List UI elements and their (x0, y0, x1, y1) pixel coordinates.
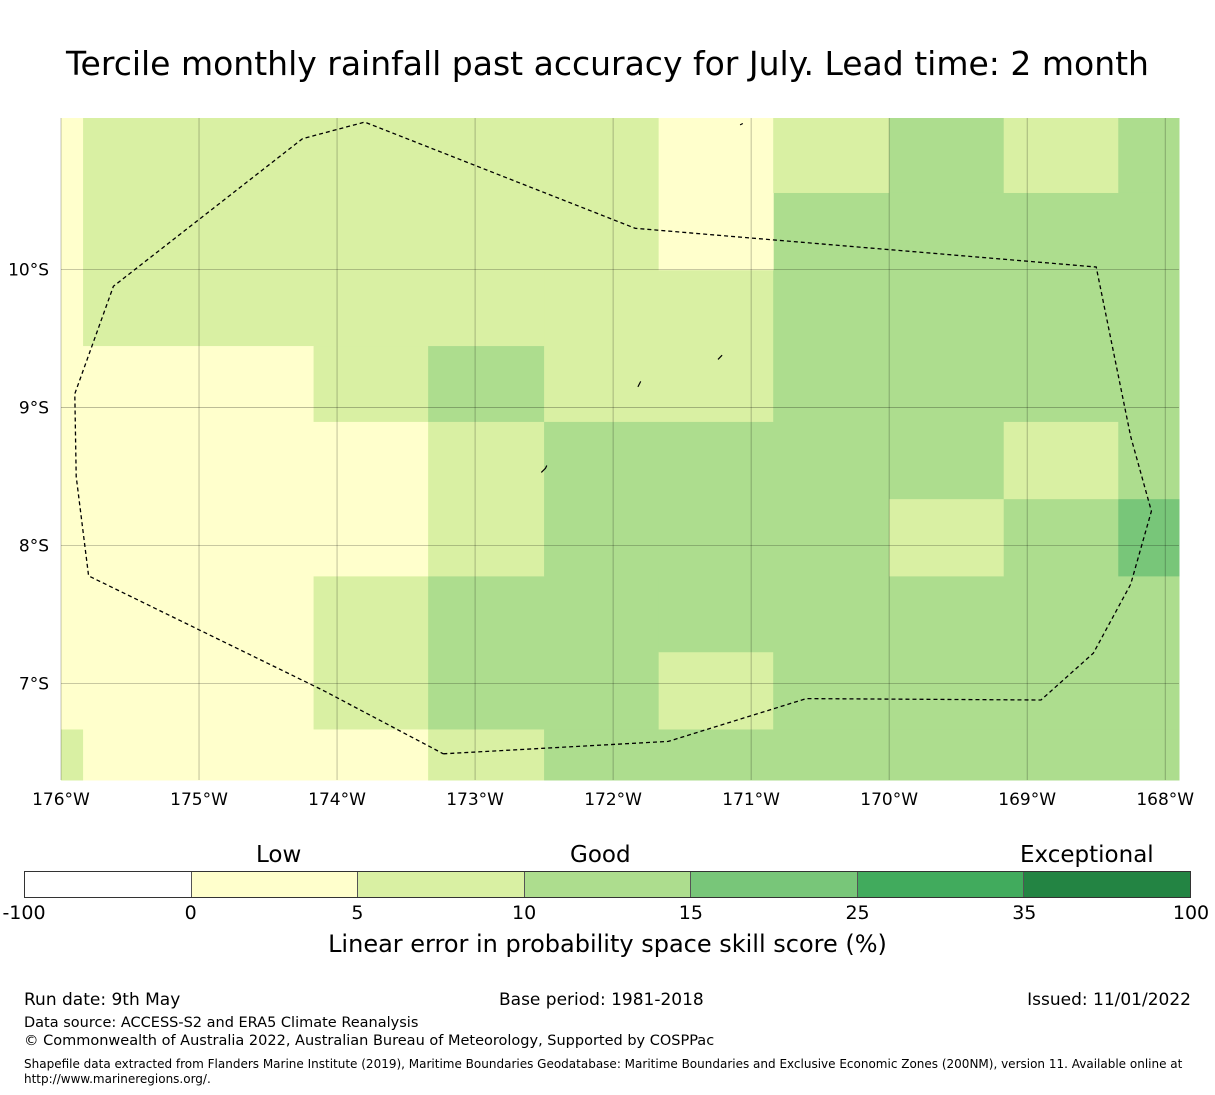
island-outline (739, 122, 744, 126)
grid-cell (773, 118, 890, 193)
grid-cell (61, 118, 84, 347)
latitude-tick-label: 8°S (19, 537, 49, 557)
grid-cell (428, 421, 545, 577)
legend-exceptional-label: Exceptional (1020, 842, 1154, 868)
colorbar-segment (857, 872, 1025, 897)
longitude-tick-label: 176°W (32, 790, 90, 810)
eez-boundary-line (74, 121, 1153, 755)
grid-cell (428, 345, 545, 422)
skill-grid-cells (61, 118, 1180, 781)
legend-low-label: Low (256, 842, 302, 868)
grid-cell (658, 651, 774, 730)
colorbar-segment (691, 872, 858, 897)
grid-cell (83, 728, 429, 781)
grid-cell (83, 118, 545, 347)
colorbar-tick-label: 15 (678, 902, 703, 924)
grid-cell (544, 118, 660, 271)
grid-cell (658, 118, 774, 271)
longitude-tick-label: 170°W (860, 790, 918, 810)
grid-cell (61, 575, 315, 730)
legend-good-label: Good (570, 842, 631, 868)
colorbar-segment (524, 872, 692, 897)
grid-cell (1003, 421, 1119, 500)
issued-date: Issued: 11/01/2022 (1027, 990, 1191, 1010)
grid-cell (61, 345, 315, 422)
grid-cell (1003, 118, 1119, 193)
map-gridlines (60, 118, 1179, 780)
data-source: Data source: ACCESS-S2 and ERA5 Climate … (24, 1015, 419, 1031)
colorbar-tick-label: 5 (351, 902, 364, 924)
grid-cell (1118, 421, 1180, 500)
grid-cell (544, 269, 774, 422)
map-title: Tercile monthly rainfall past accuracy f… (66, 44, 1149, 83)
island-outline (540, 465, 548, 473)
island-outlines (540, 122, 744, 473)
grid-cell (428, 575, 660, 730)
island-outline (637, 381, 642, 388)
longitude-tick-label: 173°W (446, 790, 504, 810)
grid-cell (889, 118, 1005, 193)
grid-cell (544, 421, 890, 577)
eez-boundary (74, 121, 1153, 755)
colorbar-segment (358, 872, 525, 897)
latitude-tick-label: 7°S (19, 674, 49, 694)
longitude-tick-label: 175°W (170, 790, 228, 810)
longitude-tick-label: 168°W (1136, 790, 1194, 810)
grid-cell (889, 498, 1005, 577)
colorbar-tick-label: 25 (845, 902, 870, 924)
grid-cell (313, 575, 429, 730)
longitude-tick-label: 172°W (584, 790, 642, 810)
grid-cell (658, 575, 774, 653)
colorbar-tick-label: 100 (1172, 902, 1210, 924)
grid-cell (773, 192, 1180, 422)
grid-cell (1118, 118, 1180, 193)
colorbar-tick-label: -100 (2, 902, 46, 924)
longitude-tick-label: 171°W (722, 790, 780, 810)
colorbar-tick-label: 0 (184, 902, 197, 924)
grid-cell (61, 728, 84, 781)
colorbar (24, 871, 1191, 898)
latitude-tick-label: 9°S (19, 399, 49, 419)
colorbar-segment (1024, 872, 1191, 897)
latitude-tick-labels: 7°S 8°S 9°S 10°S (8, 261, 49, 695)
grid-cell (313, 345, 429, 422)
grid-cell (1118, 498, 1180, 577)
island-outline (717, 354, 723, 360)
grid-cell (773, 575, 1180, 730)
colorbar-segment (191, 872, 359, 897)
longitude-tick-label: 169°W (998, 790, 1056, 810)
base-period: Base period: 1981-2018 (499, 990, 704, 1010)
colorbar-tick-label: 35 (1012, 902, 1037, 924)
grid-cell (428, 728, 545, 781)
longitude-tick-labels: 176°W 175°W 174°W 173°W 172°W 171°W 170°W 169°W… (32, 790, 1194, 810)
rainfall-accuracy-map: 176°W 175°W 174°W 173°W 172°W 171°W 170°W 169°W… (8, 118, 1194, 810)
colorbar-tick-label: 10 (512, 902, 537, 924)
grid-cell (544, 728, 1180, 781)
grid-cell (889, 421, 1005, 500)
copyright: © Commonwealth of Australia 2022, Austra… (24, 1033, 715, 1049)
run-date: Run date: 9th May (24, 990, 181, 1010)
grid-cell (1003, 498, 1119, 577)
latitude-tick-label: 10°S (8, 261, 49, 281)
grid-cell (61, 421, 429, 577)
colorbar-label: Linear error in probability space skill … (328, 930, 887, 958)
colorbar-segment (25, 872, 192, 897)
shapefile-credit: Shapefile data extracted from Flanders M… (24, 1057, 1183, 1086)
longitude-tick-label: 174°W (308, 790, 366, 810)
